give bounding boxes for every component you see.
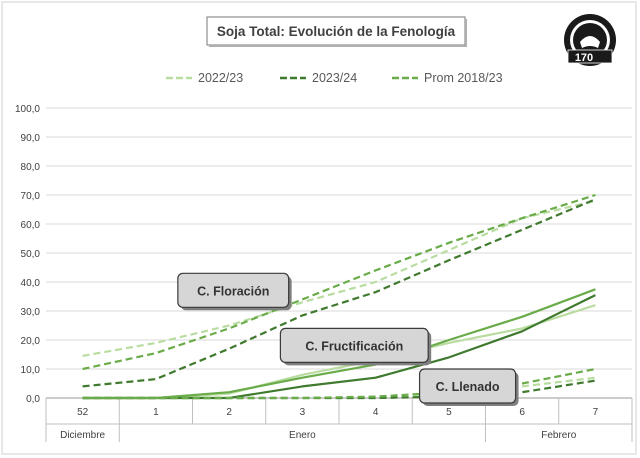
logo-seal: 170	[564, 14, 616, 66]
y-tick-label: 20,0	[21, 336, 41, 347]
x-tick-label: 3	[300, 407, 306, 418]
legend-item: 2023/24	[280, 71, 357, 85]
annotation-box: C. Llenado	[418, 368, 519, 406]
title-box: Soja Total: Evolución de la Fenología	[206, 16, 467, 47]
y-tick-label: 70,0	[21, 191, 41, 202]
series-line	[82, 288, 596, 400]
y-tick-label: 60,0	[21, 220, 41, 231]
y-tick-label: 40,0	[21, 278, 41, 289]
annotation-label: C. Fructificación	[305, 339, 403, 353]
y-tick-label: 50,0	[21, 249, 41, 260]
x-tick-label: 7	[593, 407, 599, 418]
legend-label: 2023/24	[312, 71, 357, 85]
legend: 2022/23 2023/24 Prom 2018/23	[166, 71, 503, 85]
x-tick-label: 2	[226, 407, 232, 418]
x-tick-label: 5	[446, 407, 452, 418]
y-tick-label: 30,0	[21, 307, 41, 318]
y-tick-label: 80,0	[21, 162, 41, 173]
legend-item: Prom 2018/23	[392, 71, 503, 85]
series-line	[82, 199, 596, 357]
x-tick-label: 1	[153, 407, 159, 418]
month-label: Enero	[289, 430, 316, 441]
month-label: Diciembre	[60, 430, 105, 441]
annotation-label: C. Floración	[197, 284, 269, 298]
series-line	[82, 193, 596, 371]
y-tick-label: 10,0	[21, 365, 41, 376]
series-line	[82, 367, 596, 400]
annotation-box: C. Floración	[177, 272, 292, 311]
series-line	[82, 198, 596, 388]
chart-title: Soja Total: Evolución de la Fenología	[217, 24, 456, 39]
annotation-label: C. Llenado	[436, 380, 500, 394]
logo-number: 170	[575, 52, 593, 64]
legend-item: 2022/23	[166, 71, 243, 85]
x-tick-label: 6	[519, 407, 525, 418]
y-tick-label: 100,0	[15, 104, 40, 115]
x-tick-label: 4	[373, 407, 379, 418]
y-tick-label: 90,0	[21, 133, 41, 144]
annotation-box: C. Fructificación	[279, 327, 432, 366]
x-tick-label: 52	[77, 407, 89, 418]
legend-label: 2022/23	[198, 71, 243, 85]
legend-label: Prom 2018/23	[424, 71, 503, 85]
month-label: Febrero	[541, 430, 576, 441]
y-tick-label: 0,0	[26, 394, 40, 405]
